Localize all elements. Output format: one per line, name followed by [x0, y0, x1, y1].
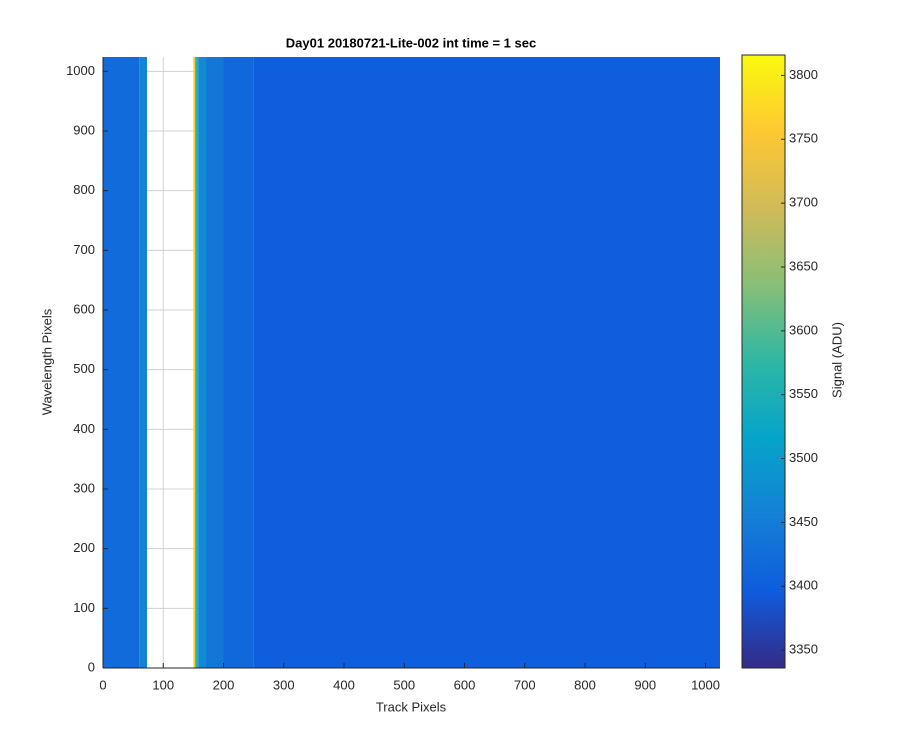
x-tick-label: 100	[152, 677, 174, 692]
x-tick-label: 600	[454, 677, 476, 692]
y-tick-label: 800	[73, 182, 95, 197]
heatmap-column	[103, 57, 140, 668]
heatmap-column	[193, 57, 196, 668]
colorbar-tick-label: 3500	[789, 450, 818, 465]
y-tick-label: 0	[88, 659, 95, 674]
x-tick-label: 500	[393, 677, 415, 692]
y-tick-label: 300	[73, 480, 95, 495]
colorbar-tick-label: 3700	[789, 195, 818, 210]
colorbar-tick-label: 3750	[789, 131, 818, 146]
y-tick-label: 600	[73, 301, 95, 316]
y-tick-label: 200	[73, 540, 95, 555]
y-tick-label: 1000	[66, 63, 95, 78]
y-tick-label: 100	[73, 600, 95, 615]
x-tick-label: 700	[514, 677, 536, 692]
heatmap-column	[195, 57, 199, 668]
x-tick-label: 400	[333, 677, 355, 692]
colorbar-label: Signal (ADU)	[829, 322, 844, 398]
y-tick-label: 700	[73, 242, 95, 257]
heatmap-column	[139, 57, 147, 668]
heatmap-column	[223, 57, 254, 668]
x-axis-label: Track Pixels	[376, 699, 447, 714]
x-tick-label: 1000	[691, 677, 720, 692]
colorbar-tick-label: 3650	[789, 258, 818, 273]
heatmap-column	[205, 57, 224, 668]
colorbar-tick-label: 3550	[789, 386, 818, 401]
y-tick-label: 400	[73, 421, 95, 436]
x-tick-label: 800	[574, 677, 596, 692]
chart-title: Day01 20180721-Lite-002 int time = 1 sec	[286, 35, 536, 50]
colorbar	[741, 54, 786, 669]
y-tick-label: 500	[73, 361, 95, 376]
x-tick-label: 300	[273, 677, 295, 692]
colorbar-tick-label: 3450	[789, 514, 818, 529]
x-tick-label: 200	[213, 677, 235, 692]
colorbar-tick-label: 3600	[789, 322, 818, 337]
y-axis-label: Wavelength Pixels	[39, 308, 54, 415]
y-tick-label: 900	[73, 122, 95, 137]
colorbar-tick-label: 3350	[789, 642, 818, 657]
x-tick-label: 900	[634, 677, 656, 692]
colorbar-tick-label: 3400	[789, 578, 818, 593]
colorbar-tick-label: 3800	[789, 67, 818, 82]
heatmap-column	[253, 57, 720, 668]
heatmap-column	[198, 57, 206, 668]
x-tick-label: 0	[99, 677, 106, 692]
